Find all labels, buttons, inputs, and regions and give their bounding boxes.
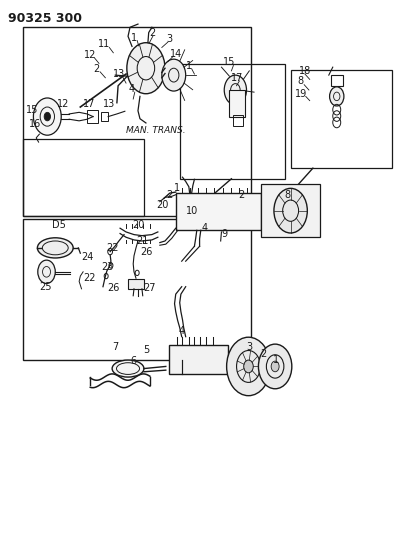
Text: 2: 2	[149, 28, 155, 38]
Text: 2: 2	[93, 64, 99, 74]
Bar	[87, 110, 98, 123]
Text: 90325 300: 90325 300	[7, 12, 81, 25]
Text: 26: 26	[107, 283, 119, 293]
Bar	[233, 115, 243, 126]
Text: 3: 3	[167, 34, 173, 44]
Text: 4: 4	[129, 84, 135, 94]
Text: 19: 19	[295, 88, 307, 99]
Text: 20: 20	[156, 200, 169, 211]
Text: 15: 15	[223, 57, 236, 67]
Text: 24: 24	[81, 252, 93, 262]
Text: 23: 23	[101, 262, 113, 271]
Text: 12: 12	[57, 99, 70, 109]
Circle shape	[271, 361, 279, 372]
Circle shape	[162, 59, 186, 91]
Text: 27: 27	[143, 283, 155, 293]
Text: 16: 16	[29, 119, 41, 129]
Text: 25: 25	[40, 282, 52, 292]
Text: 3: 3	[246, 342, 252, 352]
Bar	[180, 64, 285, 179]
Bar	[331, 75, 343, 86]
Text: 13: 13	[103, 99, 115, 109]
Circle shape	[38, 260, 55, 284]
Text: 13: 13	[113, 69, 125, 79]
Text: 6: 6	[130, 356, 136, 366]
Text: 17: 17	[83, 99, 95, 109]
Text: 2: 2	[238, 190, 245, 200]
Circle shape	[34, 98, 61, 135]
Circle shape	[258, 344, 292, 389]
Text: 21: 21	[136, 236, 148, 246]
Text: 1: 1	[131, 33, 137, 43]
Bar	[169, 345, 228, 374]
Circle shape	[127, 43, 165, 94]
Bar	[22, 139, 144, 216]
Text: 18: 18	[299, 66, 311, 76]
Text: MAN. TRANS.: MAN. TRANS.	[126, 126, 186, 135]
Circle shape	[227, 337, 270, 395]
Ellipse shape	[112, 360, 144, 377]
Text: 4: 4	[179, 326, 185, 336]
Text: 9: 9	[222, 229, 228, 239]
Text: 1: 1	[273, 354, 279, 365]
Text: 2: 2	[166, 190, 173, 200]
Text: 7: 7	[112, 342, 118, 352]
Bar	[22, 27, 251, 216]
Text: 4: 4	[202, 223, 208, 233]
Bar	[261, 184, 320, 237]
Bar	[101, 112, 108, 121]
Circle shape	[274, 188, 307, 233]
Circle shape	[224, 75, 247, 105]
Text: D5: D5	[52, 220, 65, 230]
Text: 26: 26	[141, 247, 153, 256]
Text: 14: 14	[170, 49, 182, 59]
Bar	[229, 90, 245, 117]
Text: 20: 20	[133, 220, 145, 230]
Text: 10: 10	[186, 206, 198, 216]
Text: 8: 8	[284, 190, 290, 200]
Text: 8: 8	[297, 77, 303, 86]
Text: 2: 2	[260, 349, 266, 359]
Text: 1: 1	[174, 183, 180, 193]
Text: 15: 15	[27, 104, 39, 115]
Text: 1: 1	[186, 61, 192, 70]
Text: 5: 5	[143, 345, 149, 356]
Circle shape	[44, 112, 50, 121]
Text: 11: 11	[98, 39, 110, 49]
Bar	[291, 70, 392, 168]
Text: 22: 22	[83, 273, 96, 283]
Text: 12: 12	[84, 50, 97, 60]
Bar	[128, 279, 144, 289]
Text: 17: 17	[231, 73, 243, 83]
Circle shape	[330, 87, 344, 106]
Ellipse shape	[37, 238, 73, 258]
Bar	[22, 219, 251, 360]
Text: 22: 22	[106, 243, 118, 253]
Circle shape	[244, 360, 253, 373]
Bar	[176, 193, 261, 230]
